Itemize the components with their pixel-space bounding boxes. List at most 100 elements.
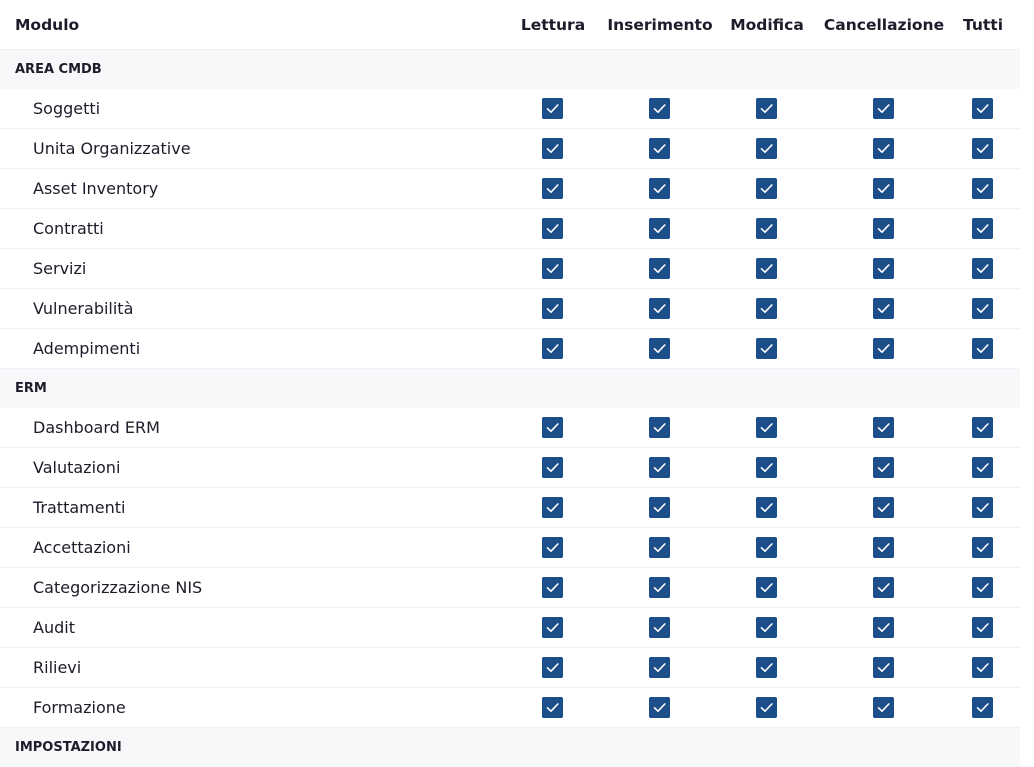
checkbox[interactable] bbox=[649, 178, 670, 199]
check-icon bbox=[546, 503, 559, 512]
checkbox[interactable] bbox=[649, 657, 670, 678]
checkbox[interactable] bbox=[972, 577, 993, 598]
checkbox[interactable] bbox=[756, 258, 777, 279]
checkbox[interactable] bbox=[756, 697, 777, 718]
checkbox[interactable] bbox=[542, 138, 563, 159]
checkbox[interactable] bbox=[972, 697, 993, 718]
checkbox[interactable] bbox=[756, 577, 777, 598]
checkbox[interactable] bbox=[542, 338, 563, 359]
checkbox[interactable] bbox=[649, 537, 670, 558]
checkbox[interactable] bbox=[542, 218, 563, 239]
checkbox[interactable] bbox=[542, 298, 563, 319]
checkbox[interactable] bbox=[972, 298, 993, 319]
checkbox[interactable] bbox=[542, 697, 563, 718]
checkbox-cell bbox=[542, 408, 563, 447]
checkbox[interactable] bbox=[756, 138, 777, 159]
checkbox[interactable] bbox=[972, 258, 993, 279]
checkbox[interactable] bbox=[873, 178, 894, 199]
checkbox[interactable] bbox=[873, 218, 894, 239]
checkbox[interactable] bbox=[873, 338, 894, 359]
checkbox[interactable] bbox=[873, 457, 894, 478]
checkbox[interactable] bbox=[649, 457, 670, 478]
checkbox[interactable] bbox=[756, 98, 777, 119]
checkbox[interactable] bbox=[756, 617, 777, 638]
checkbox[interactable] bbox=[873, 617, 894, 638]
checkbox-cell bbox=[542, 688, 563, 727]
checkbox[interactable] bbox=[972, 218, 993, 239]
check-icon bbox=[976, 663, 989, 672]
checkbox[interactable] bbox=[649, 697, 670, 718]
checkbox[interactable] bbox=[873, 577, 894, 598]
checkbox[interactable] bbox=[542, 657, 563, 678]
checkbox[interactable] bbox=[649, 218, 670, 239]
checkbox[interactable] bbox=[649, 417, 670, 438]
checkbox[interactable] bbox=[542, 98, 563, 119]
checkbox[interactable] bbox=[873, 417, 894, 438]
checkbox-box bbox=[873, 617, 894, 638]
checkbox[interactable] bbox=[649, 138, 670, 159]
checkbox[interactable] bbox=[756, 178, 777, 199]
checkbox-cell bbox=[542, 329, 563, 368]
checkbox-box bbox=[756, 537, 777, 558]
checkbox-box bbox=[873, 537, 894, 558]
checkbox[interactable] bbox=[972, 178, 993, 199]
checkbox-box bbox=[649, 138, 670, 159]
checkbox[interactable] bbox=[542, 537, 563, 558]
checkbox[interactable] bbox=[972, 417, 993, 438]
checkbox-box bbox=[542, 298, 563, 319]
module-name: Rilievi bbox=[33, 658, 82, 677]
checkbox[interactable] bbox=[649, 617, 670, 638]
checkbox[interactable] bbox=[972, 457, 993, 478]
checkbox[interactable] bbox=[542, 178, 563, 199]
checkbox-box bbox=[756, 98, 777, 119]
checkbox[interactable] bbox=[972, 338, 993, 359]
checkbox[interactable] bbox=[649, 98, 670, 119]
checkbox-box bbox=[972, 178, 993, 199]
checkbox[interactable] bbox=[542, 617, 563, 638]
checkbox[interactable] bbox=[756, 338, 777, 359]
checkbox[interactable] bbox=[756, 457, 777, 478]
group-row: IMPOSTAZIONI bbox=[0, 728, 1020, 767]
checkbox[interactable] bbox=[649, 497, 670, 518]
checkbox-box bbox=[542, 657, 563, 678]
checkbox[interactable] bbox=[873, 258, 894, 279]
checkbox[interactable] bbox=[972, 138, 993, 159]
checkbox[interactable] bbox=[542, 497, 563, 518]
checkbox[interactable] bbox=[649, 338, 670, 359]
checkbox[interactable] bbox=[649, 298, 670, 319]
checkbox[interactable] bbox=[972, 617, 993, 638]
group-row: AREA CMDB bbox=[0, 50, 1020, 89]
checkbox[interactable] bbox=[649, 258, 670, 279]
check-icon bbox=[877, 344, 890, 353]
module-name: Trattamenti bbox=[33, 498, 126, 517]
checkbox[interactable] bbox=[756, 218, 777, 239]
checkbox[interactable] bbox=[972, 657, 993, 678]
checkbox[interactable] bbox=[873, 657, 894, 678]
checkbox[interactable] bbox=[542, 457, 563, 478]
check-icon bbox=[976, 543, 989, 552]
checkbox[interactable] bbox=[972, 497, 993, 518]
checkbox[interactable] bbox=[972, 98, 993, 119]
checkbox[interactable] bbox=[873, 497, 894, 518]
checkbox[interactable] bbox=[649, 577, 670, 598]
checkbox[interactable] bbox=[873, 98, 894, 119]
checkbox[interactable] bbox=[873, 138, 894, 159]
checkbox[interactable] bbox=[972, 537, 993, 558]
checkbox[interactable] bbox=[873, 697, 894, 718]
checkbox-cell bbox=[649, 289, 670, 328]
checkbox[interactable] bbox=[873, 298, 894, 319]
checkbox[interactable] bbox=[542, 417, 563, 438]
checkbox-box bbox=[649, 98, 670, 119]
checkbox[interactable] bbox=[873, 537, 894, 558]
check-icon bbox=[760, 463, 773, 472]
check-icon bbox=[546, 663, 559, 672]
checkbox[interactable] bbox=[756, 497, 777, 518]
module-name: Soggetti bbox=[33, 99, 101, 118]
checkbox-box bbox=[542, 497, 563, 518]
checkbox[interactable] bbox=[756, 657, 777, 678]
checkbox[interactable] bbox=[542, 577, 563, 598]
checkbox[interactable] bbox=[756, 298, 777, 319]
checkbox[interactable] bbox=[756, 537, 777, 558]
checkbox[interactable] bbox=[756, 417, 777, 438]
checkbox[interactable] bbox=[542, 258, 563, 279]
